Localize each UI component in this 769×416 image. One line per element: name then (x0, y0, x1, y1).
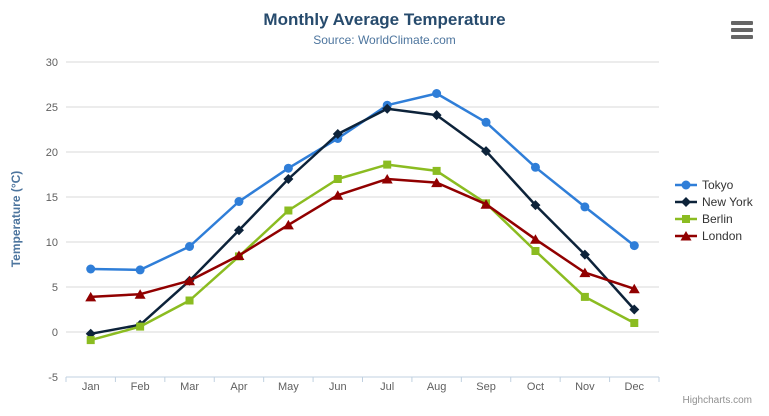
circle-marker-icon (675, 180, 697, 189)
y-axis-tick-label: -5 (48, 372, 58, 384)
marker-tokyo-jan[interactable] (86, 264, 96, 274)
y-axis-tick-label: 25 (46, 102, 58, 114)
marker-new-york-sep[interactable] (481, 146, 492, 157)
x-axis-category-label: Mar (180, 381, 199, 393)
marker-london-jan[interactable] (85, 291, 97, 302)
x-axis-category-label: Aug (427, 381, 447, 393)
legend-label: New York (702, 194, 753, 209)
marker-tokyo-apr[interactable] (234, 197, 244, 206)
y-axis-tick-label: 0 (52, 327, 58, 339)
marker-london-jul[interactable] (381, 174, 393, 184)
marker-london-jun[interactable] (332, 190, 344, 200)
marker-london-may[interactable] (282, 219, 294, 230)
marker-berlin-dec[interactable] (630, 319, 639, 327)
diamond-marker-icon (675, 196, 697, 207)
hamburger-menu-icon (731, 21, 753, 25)
y-axis-tick-label: 15 (46, 192, 58, 204)
series-line-berlin[interactable] (89, 163, 636, 342)
hamburger-menu-icon (731, 35, 753, 39)
triangle-marker-icon (680, 230, 692, 240)
marker-berlin-aug[interactable] (432, 166, 441, 175)
legend-label: Berlin (702, 211, 733, 226)
marker-new-york-aug[interactable] (431, 110, 442, 121)
square-marker-icon (675, 214, 697, 223)
triangle-marker-icon (675, 230, 697, 240)
marker-tokyo-nov[interactable] (580, 202, 590, 212)
marker-london-sep[interactable] (480, 199, 492, 209)
legend-item-london[interactable]: London (675, 227, 753, 244)
x-axis-category-label: Apr (230, 381, 247, 393)
marker-tokyo-mar[interactable] (185, 242, 195, 251)
x-axis-category-label: Jul (380, 381, 394, 393)
y-axis-tick-label: 10 (46, 237, 58, 249)
chart-title: Monthly Average Temperature (263, 10, 506, 29)
y-axis-tick-label: 20 (46, 147, 58, 159)
marker-tokyo-aug[interactable] (432, 89, 442, 98)
credits-link[interactable]: Highcharts.com (682, 395, 752, 406)
export-menu-button[interactable] (731, 21, 753, 39)
x-axis-category-label: Sep (476, 381, 496, 393)
marker-london-oct[interactable] (529, 234, 541, 244)
y-axis-tick-label: 5 (52, 282, 58, 294)
marker-tokyo-sep[interactable] (481, 117, 491, 127)
marker-london-nov[interactable] (579, 267, 591, 278)
x-axis-category-label: Feb (131, 381, 150, 393)
marker-new-york-nov[interactable] (579, 249, 590, 260)
circle-marker-icon (681, 180, 691, 189)
marker-tokyo-oct[interactable] (530, 162, 540, 172)
series-line-new-york[interactable] (89, 107, 636, 336)
x-axis-category-label: Jun (329, 381, 347, 393)
legend-label: London (702, 228, 743, 243)
series-line-tokyo[interactable] (89, 92, 636, 272)
x-axis-category-label: May (278, 381, 299, 393)
marker-berlin-jul[interactable] (383, 160, 392, 169)
marker-new-york-dec[interactable] (629, 304, 640, 315)
marker-berlin-mar[interactable] (185, 296, 194, 305)
series-line-london[interactable] (89, 177, 636, 299)
legend: Tokyo New York Berlin London (675, 176, 753, 244)
x-axis-category-label: Jan (82, 381, 100, 393)
marker-berlin-may[interactable] (284, 206, 293, 215)
marker-london-mar[interactable] (184, 275, 196, 286)
marker-london-aug[interactable] (431, 177, 443, 188)
marker-berlin-oct[interactable] (531, 247, 540, 255)
marker-tokyo-may[interactable] (283, 163, 293, 173)
marker-london-dec[interactable] (628, 283, 640, 294)
marker-new-york-oct[interactable] (530, 200, 541, 211)
marker-berlin-feb[interactable] (136, 322, 145, 331)
marker-new-york-apr[interactable] (233, 225, 244, 236)
x-axis-category-label: Dec (625, 381, 645, 393)
square-marker-icon (682, 214, 690, 223)
diamond-marker-icon (681, 196, 691, 207)
chart-subtitle: Source: WorldClimate.com (313, 33, 456, 47)
marker-new-york-may[interactable] (283, 174, 294, 184)
marker-berlin-jan[interactable] (86, 336, 95, 345)
legend-item-tokyo[interactable]: Tokyo (675, 176, 753, 193)
x-axis-category-label: Nov (575, 381, 595, 393)
x-axis-category-label: Oct (527, 381, 544, 393)
legend-label: Tokyo (702, 177, 734, 192)
marker-new-york-jun[interactable] (332, 129, 343, 139)
legend-item-new-york[interactable]: New York (675, 193, 753, 210)
marker-tokyo-dec[interactable] (629, 241, 639, 251)
legend-item-berlin[interactable]: Berlin (675, 210, 753, 227)
marker-berlin-nov[interactable] (580, 292, 589, 301)
y-axis-tick-label: 30 (46, 57, 58, 69)
marker-london-apr[interactable] (233, 250, 245, 261)
hamburger-menu-icon (731, 28, 753, 32)
marker-london-feb[interactable] (134, 289, 146, 299)
marker-new-york-jul[interactable] (382, 103, 393, 114)
marker-berlin-jun[interactable] (333, 175, 342, 183)
marker-tokyo-feb[interactable] (135, 265, 145, 275)
